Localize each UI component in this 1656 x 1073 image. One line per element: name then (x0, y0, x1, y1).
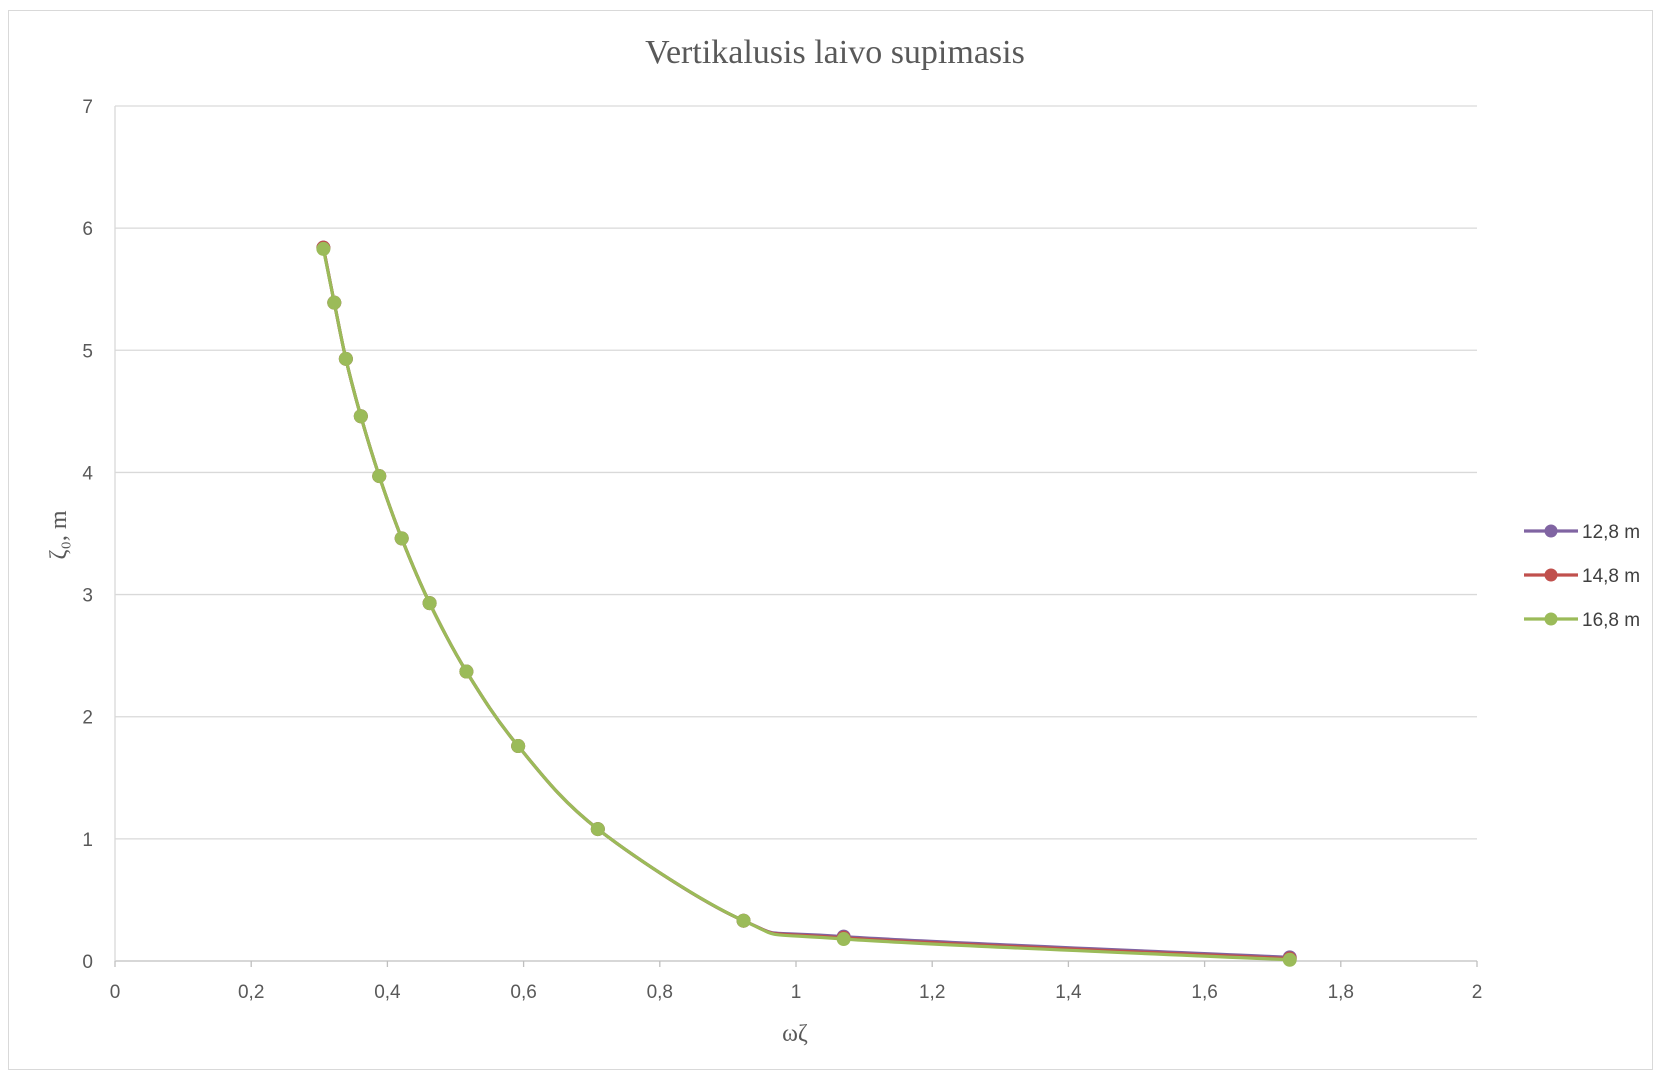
legend-item: 12,8 m (1524, 522, 1640, 543)
data-point (316, 241, 331, 256)
y-tick-label: 3 (82, 586, 93, 607)
y-tick-labels: 0 1 2 3 4 5 6 7 (82, 97, 93, 973)
x-tick-label: 0,8 (647, 982, 673, 1003)
x-tick-labels: 0 0,2 0,4 0,6 0,8 1 1,2 1,4 1,6 1,8 2 (110, 982, 1483, 1003)
legend-item: 16,8 m (1524, 610, 1640, 631)
legend: 12,8 m 14,8 m 16,8 m (1524, 522, 1640, 631)
y-tick-label: 1 (82, 830, 93, 851)
x-tick-label: 1,4 (1055, 982, 1082, 1003)
y-tick-label: 4 (82, 463, 93, 484)
data-point (590, 822, 605, 837)
chart-title: Vertikalusis laivo supimasis (645, 34, 1025, 71)
series-line (321, 247, 1290, 961)
legend-label: 12,8 m (1582, 522, 1640, 543)
data-point (353, 409, 368, 424)
x-tick-label: 1,6 (1191, 982, 1217, 1003)
legend-swatch-marker (1544, 524, 1558, 538)
data-point (459, 664, 474, 679)
x-tick-label: 1,8 (1328, 982, 1354, 1003)
data-point (372, 469, 387, 484)
legend-swatch-marker (1544, 612, 1558, 626)
data-point (394, 531, 409, 546)
y-tick-label: 6 (82, 219, 93, 240)
series-line (321, 247, 1290, 959)
x-tick-label: 0,6 (510, 982, 536, 1003)
series-line (321, 248, 1290, 962)
legend-item: 14,8 m (1524, 566, 1640, 587)
x-tick-label: 0,2 (238, 982, 264, 1003)
y-tick-label: 5 (82, 341, 93, 362)
y-axis-title: ζ₀, m (46, 510, 72, 559)
series-3 (316, 241, 1297, 967)
data-point (338, 351, 353, 366)
y-tick-label: 7 (82, 97, 93, 118)
data-point (1282, 952, 1297, 967)
x-axis-title: ωζ (782, 1021, 808, 1047)
data-point (422, 596, 437, 611)
series-layer (316, 240, 1297, 967)
y-tick-label: 0 (82, 952, 93, 973)
x-tick-label: 1,2 (919, 982, 945, 1003)
data-point (836, 932, 851, 947)
series-1 (316, 240, 1297, 965)
legend-label: 16,8 m (1582, 610, 1640, 631)
data-point (736, 913, 751, 928)
chart-frame (8, 10, 1653, 1070)
legend-swatch-marker (1544, 568, 1558, 582)
legend-label: 14,8 m (1582, 566, 1640, 587)
x-tick-label: 0 (110, 982, 121, 1003)
data-point (511, 739, 526, 754)
x-tick-label: 2 (1472, 982, 1483, 1003)
y-tick-label: 2 (82, 708, 93, 729)
gridlines (114, 105, 1478, 967)
data-point (327, 295, 342, 310)
x-tick-label: 0,4 (374, 982, 401, 1003)
x-tick-label: 1 (791, 982, 802, 1003)
